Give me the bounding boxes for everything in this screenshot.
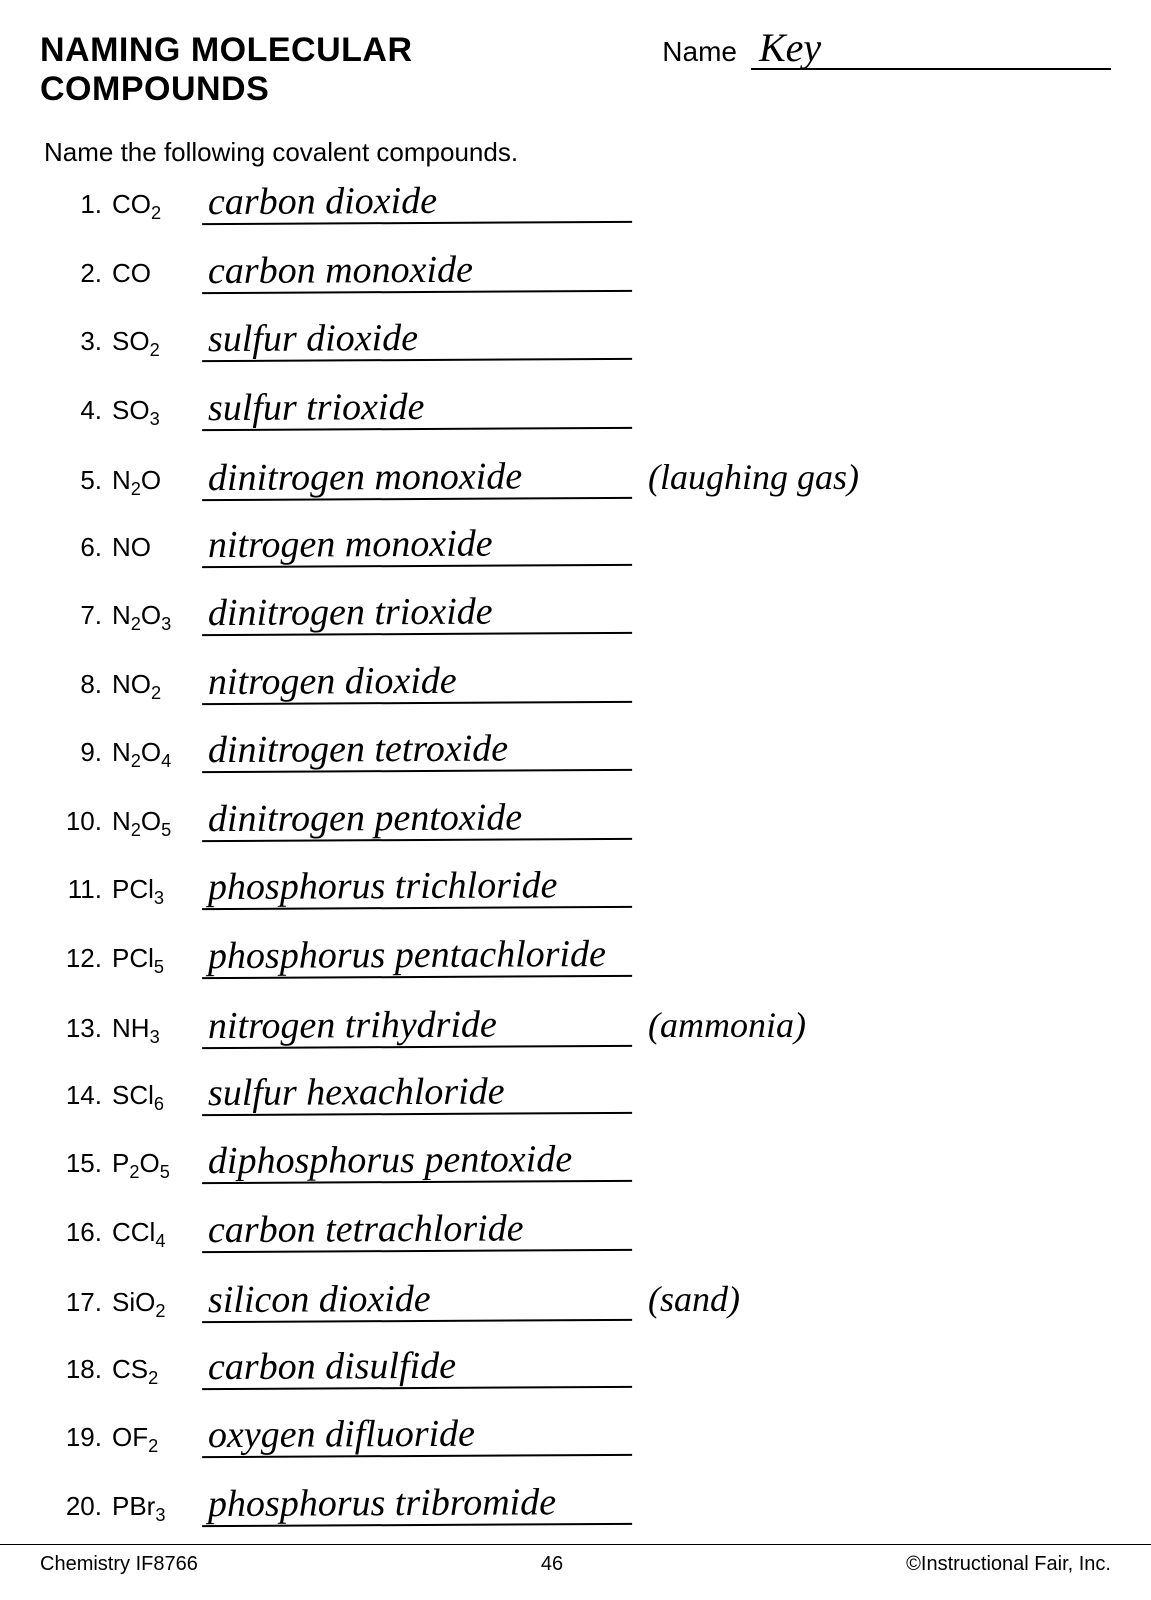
formula: SiO2	[112, 1287, 202, 1322]
answer: phosphorus tribromide	[202, 1482, 632, 1526]
answer: nitrogen dioxide	[202, 660, 632, 704]
answer: sulfur dioxide	[202, 318, 632, 362]
compound-row: 11.PCl3phosphorus trichloride	[60, 867, 1111, 936]
footer-left: Chemistry IF8766	[40, 1553, 198, 1576]
compound-row: 12.PCl5phosphorus pentachloride	[60, 936, 1111, 1005]
compound-row: 4.SO3sulfur trioxide	[60, 388, 1111, 457]
item-number: 7.	[60, 600, 112, 631]
compound-row: 1.CO2carbon dioxide	[60, 182, 1111, 251]
compound-row: 10.N2O5dinitrogen pentoxide	[60, 799, 1111, 868]
item-number: 8.	[60, 669, 112, 700]
side-note: (ammonia)	[648, 1004, 806, 1046]
name-value: Key	[751, 30, 1111, 70]
item-number: 5.	[60, 465, 112, 496]
answer: carbon tetrachloride	[202, 1208, 632, 1252]
item-number: 15.	[60, 1148, 112, 1179]
answer: sulfur hexachloride	[202, 1071, 632, 1115]
footer: Chemistry IF8766 46 ©Instructional Fair,…	[0, 1544, 1151, 1576]
item-number: 3.	[60, 326, 112, 357]
formula: NO	[112, 532, 202, 563]
formula: CCl4	[112, 1217, 202, 1252]
compound-row: 18.CS2carbon disulfide	[60, 1347, 1111, 1416]
formula: NH3	[112, 1013, 202, 1048]
compound-row: 14.SCl6sulfur hexachloride	[60, 1073, 1111, 1142]
answer: dinitrogen tetroxide	[202, 729, 632, 773]
compound-row: 16.CCl4carbon tetrachloride	[60, 1210, 1111, 1279]
formula: PBr3	[112, 1491, 202, 1526]
item-number: 10.	[60, 806, 112, 837]
formula: P2O5	[112, 1148, 202, 1183]
item-number: 1.	[60, 189, 112, 220]
side-note: (sand)	[648, 1278, 740, 1320]
item-number: 16.	[60, 1217, 112, 1248]
answer: dinitrogen pentoxide	[202, 797, 632, 841]
answer: sulfur trioxide	[202, 386, 632, 430]
item-number: 9.	[60, 737, 112, 768]
footer-right: ©Instructional Fair, Inc.	[906, 1553, 1111, 1576]
formula: N2O3	[112, 600, 202, 635]
formula: SO3	[112, 395, 202, 430]
formula: PCl3	[112, 874, 202, 909]
answer: carbon monoxide	[202, 249, 632, 293]
answer: carbon dioxide	[202, 181, 632, 225]
item-number: 6.	[60, 532, 112, 563]
answer: silicon dioxide	[202, 1279, 632, 1323]
compound-row: 9.N2O4dinitrogen tetroxide	[60, 730, 1111, 799]
compound-row: 13.NH3nitrogen trihydride (ammonia)	[60, 1004, 1111, 1073]
compound-row: 8.NO2nitrogen dioxide	[60, 662, 1111, 731]
compound-row: 7.N2O3dinitrogen trioxide	[60, 593, 1111, 662]
answer: oxygen difluoride	[202, 1414, 632, 1458]
item-number: 18.	[60, 1354, 112, 1385]
answer: carbon disulfide	[202, 1345, 632, 1389]
header: NAMING MOLECULAR COMPOUNDS Name Key	[40, 30, 1111, 109]
compound-row: 6.NOnitrogen monoxide	[60, 525, 1111, 594]
answer: dinitrogen trioxide	[202, 592, 632, 636]
formula: N2O5	[112, 806, 202, 841]
answer: phosphorus pentachloride	[202, 934, 632, 978]
answer: dinitrogen monoxide	[202, 457, 632, 501]
formula: N2O4	[112, 737, 202, 772]
item-number: 20.	[60, 1491, 112, 1522]
formula: CS2	[112, 1354, 202, 1389]
answer: nitrogen trihydride	[202, 1005, 632, 1049]
formula: SCl6	[112, 1080, 202, 1115]
item-number: 19.	[60, 1422, 112, 1453]
formula: OF2	[112, 1422, 202, 1457]
item-number: 4.	[60, 395, 112, 426]
item-number: 11.	[60, 874, 112, 905]
compound-row: 15.P2O5diphosphorus pentoxide	[60, 1141, 1111, 1210]
item-number: 12.	[60, 943, 112, 974]
formula: NO2	[112, 669, 202, 704]
formula: SO2	[112, 326, 202, 361]
formula: CO2	[112, 189, 202, 224]
item-number: 13.	[60, 1013, 112, 1044]
item-number: 14.	[60, 1080, 112, 1111]
worksheet-title: NAMING MOLECULAR COMPOUNDS	[40, 31, 642, 109]
name-field: Name Key	[662, 30, 1111, 70]
compound-list: 1.CO2carbon dioxide2.COcarbon monoxide3.…	[40, 182, 1111, 1552]
name-label: Name	[662, 36, 737, 68]
formula: PCl5	[112, 943, 202, 978]
instruction-text: Name the following covalent compounds.	[44, 137, 1111, 168]
side-note: (laughing gas)	[648, 456, 859, 498]
formula: CO	[112, 258, 202, 289]
worksheet-page: NAMING MOLECULAR COMPOUNDS Name Key Name…	[0, 0, 1151, 1600]
item-number: 17.	[60, 1287, 112, 1318]
compound-row: 17.SiO2silicon dioxide (sand)	[60, 1278, 1111, 1347]
compound-row: 19.OF2oxygen difluoride	[60, 1415, 1111, 1484]
compound-row: 5.N2Odinitrogen monoxide (laughing gas)	[60, 456, 1111, 525]
compound-row: 2.COcarbon monoxide	[60, 251, 1111, 320]
compound-row: 3.SO2sulfur dioxide	[60, 319, 1111, 388]
footer-center: 46	[541, 1553, 563, 1576]
compound-row: 20.PBr3phosphorus tribromide	[60, 1484, 1111, 1553]
answer: phosphorus trichloride	[202, 866, 632, 910]
formula: N2O	[112, 465, 202, 500]
answer: nitrogen monoxide	[202, 523, 632, 567]
item-number: 2.	[60, 258, 112, 289]
answer: diphosphorus pentoxide	[202, 1140, 632, 1184]
